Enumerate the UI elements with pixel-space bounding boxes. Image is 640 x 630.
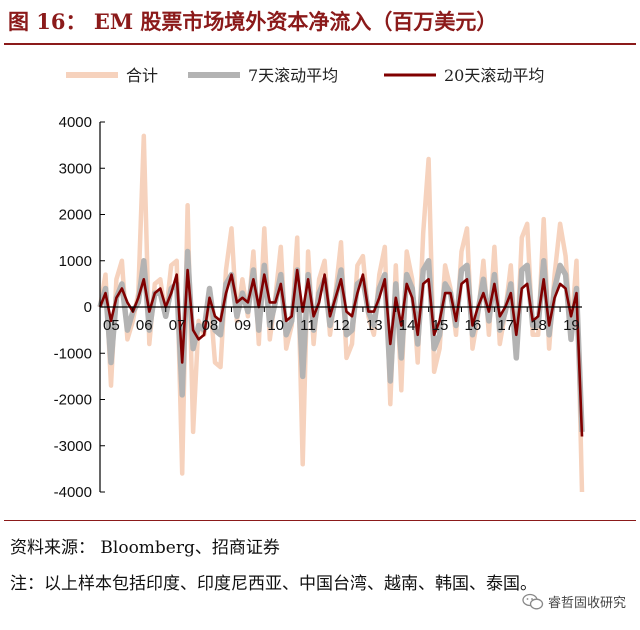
series-layer	[97, 133, 585, 493]
x-tick-label: 06	[136, 317, 153, 334]
x-tick-label: 11	[300, 317, 316, 334]
series-line-3	[98, 268, 584, 437]
x-tick-label: 12	[333, 317, 350, 334]
source-note: 资料来源： Bloomberg、招商证券	[10, 538, 280, 558]
x-tick-label: 16	[465, 317, 482, 334]
y-tick-label: -1000	[54, 345, 92, 362]
sample-note: 注：以上样本包括印度、印度尼西亚、中国台湾、越南、韩国、泰国。	[10, 574, 537, 594]
y-tick-label: 0	[84, 299, 92, 316]
axis-layer: 4000 3000 2000 1000 0 -1000 -2000 -3000 -4000 05 0…	[54, 114, 582, 501]
y-tick-label: -4000	[54, 484, 92, 501]
legend-label-2: 7天滚动平均	[248, 66, 338, 85]
series-line-1	[97, 133, 585, 493]
chart-legend: 合计 7天滚动平均 20天滚动平均	[66, 66, 544, 85]
x-tick-label: 08	[202, 317, 219, 334]
y-tick-label: 1000	[59, 253, 92, 270]
x-tick-label: 10	[267, 317, 284, 334]
y-tick-label: 3000	[59, 160, 92, 177]
x-tick-label: 07	[169, 317, 186, 334]
brand-name: 睿哲固收研究	[547, 596, 626, 611]
y-tick-label: 4000	[59, 114, 92, 131]
title-divider	[4, 43, 636, 45]
brand-watermark: 睿哲固收研究	[521, 592, 626, 611]
wechat-icon	[522, 593, 544, 609]
x-tick-label: 19	[563, 317, 580, 334]
y-tick-label: -3000	[54, 438, 92, 455]
x-tick-label: 15	[432, 317, 449, 334]
legend-label-3: 20天滚动平均	[444, 66, 544, 85]
x-tick-label: 18	[530, 317, 547, 334]
x-tick-label: 09	[234, 317, 251, 334]
chart-title: 图 16： EM 股票市场境外资本净流入（百万美元）	[8, 9, 498, 34]
y-tick-label: -2000	[54, 392, 92, 409]
series-line-2	[97, 248, 585, 433]
x-tick-label: 17	[497, 317, 514, 334]
y-tick-label: 2000	[59, 207, 92, 224]
line-chart: 合计 7天滚动平均 20天滚动平均 4000 3000 2000 1000 0 -1000 -2…	[54, 66, 585, 501]
x-tick-label: 05	[103, 317, 120, 334]
legend-label-1: 合计	[126, 66, 158, 85]
footer-divider	[4, 520, 636, 521]
x-tick-label: 13	[366, 317, 383, 334]
x-tick-label: 14	[399, 317, 416, 334]
